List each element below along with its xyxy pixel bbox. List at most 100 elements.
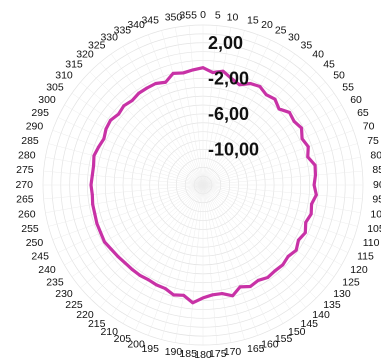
data-point <box>164 80 168 84</box>
angle-tick-label: 145 <box>301 318 319 330</box>
angle-tick-label: 15 <box>247 15 259 27</box>
angular-grid-line <box>202 184 218 345</box>
data-point <box>264 93 268 97</box>
angle-tick-label: 125 <box>342 276 360 288</box>
angular-grid-line <box>202 184 358 227</box>
data-point <box>163 287 167 290</box>
angular-grid-line <box>202 184 326 289</box>
data-point <box>273 269 277 273</box>
data-point <box>122 104 126 108</box>
angular-grid-line <box>71 184 204 277</box>
angular-grid-line <box>43 184 204 200</box>
angle-tick-label: 225 <box>65 299 83 311</box>
angle-tick-label: 300 <box>38 94 56 106</box>
angular-grid-line <box>43 170 204 186</box>
data-point <box>306 145 310 149</box>
angular-grid-line <box>202 130 354 186</box>
angle-tick-label: 175 <box>209 348 227 360</box>
angular-grid-line <box>202 156 361 186</box>
data-point <box>304 220 308 224</box>
angle-tick-label: 350 <box>165 11 183 23</box>
radial-tick-labels: 2,00 -2,00 -6,00 -10,00 <box>208 33 259 160</box>
angular-grid-line <box>174 27 204 186</box>
angle-tick-label: 270 <box>15 179 33 191</box>
data-point <box>90 193 94 197</box>
data-point <box>91 203 95 206</box>
angle-tick-label: 325 <box>88 40 106 52</box>
data-point <box>154 82 158 85</box>
data-point <box>238 285 242 289</box>
angular-grid-line <box>202 30 245 186</box>
angular-grid-line <box>48 143 204 186</box>
angular-grid <box>43 25 363 345</box>
data-point <box>294 248 298 252</box>
angular-grid-line <box>202 46 284 186</box>
data-point <box>89 183 93 187</box>
angular-grid-line <box>122 184 204 324</box>
angular-grid-line <box>122 46 204 186</box>
data-point <box>90 173 94 177</box>
data-point <box>201 296 205 300</box>
angular-grid-line <box>202 184 349 253</box>
angular-grid-line <box>202 34 258 186</box>
angle-tick-label: 205 <box>114 333 132 345</box>
angular-grid-line <box>111 53 204 186</box>
angular-grid-line <box>111 184 204 317</box>
angle-tick-label: 105 <box>367 223 381 235</box>
angular-grid-line <box>202 184 307 308</box>
data-point <box>191 68 195 72</box>
data-point <box>95 222 99 226</box>
angle-tick-label: 210 <box>100 326 118 338</box>
angular-grid-line <box>57 184 204 253</box>
data-point <box>273 97 277 101</box>
data-point <box>314 173 317 177</box>
angle-tick-label: 290 <box>26 121 44 133</box>
angular-grid-line <box>52 130 204 186</box>
angle-tick-label: 195 <box>141 343 159 355</box>
angular-grid-line <box>202 184 363 200</box>
angle-tick-label: 70 <box>363 121 375 133</box>
angle-tick-label: 10 <box>227 11 239 23</box>
angular-grid-line <box>99 62 204 186</box>
angular-grid-line <box>188 184 204 345</box>
angle-tick-label: 330 <box>100 32 118 44</box>
angle-tick-label: 160 <box>261 339 279 351</box>
data-point <box>313 163 317 167</box>
data-point <box>171 71 175 75</box>
angular-grid-line <box>80 81 204 186</box>
data-point <box>137 91 141 95</box>
data-point <box>303 231 307 235</box>
data-point <box>145 86 149 90</box>
series-layer <box>89 66 318 305</box>
angular-grid-line <box>202 117 349 186</box>
data-point <box>116 255 120 258</box>
data-point <box>92 164 95 168</box>
angle-tick-label: 190 <box>165 346 183 358</box>
angle-tick-label: 355 <box>179 9 197 21</box>
data-point <box>266 276 270 279</box>
angular-grid-line <box>57 117 204 186</box>
angle-tick-label: 250 <box>26 237 44 249</box>
angular-grid-line <box>89 71 204 186</box>
angle-tick-label: 140 <box>312 309 330 321</box>
data-point <box>138 273 142 277</box>
angle-tick-label: 165 <box>247 343 265 355</box>
data-point <box>277 107 281 111</box>
angular-grid-line <box>202 39 271 186</box>
angle-tick-label: 260 <box>18 208 36 220</box>
data-point <box>211 293 215 297</box>
data-point <box>220 292 224 295</box>
angle-tick-label: 315 <box>65 59 83 71</box>
angular-grid-line <box>202 53 295 186</box>
angular-grid-line <box>148 184 204 336</box>
angular-grid-line <box>202 27 232 186</box>
angle-tick-label: 320 <box>76 49 94 61</box>
angle-tick-label: 45 <box>323 59 335 71</box>
angle-tick-label: 155 <box>275 333 293 345</box>
angle-tick-label: 90 <box>373 179 381 191</box>
data-point <box>300 126 303 130</box>
angular-grid-line <box>202 184 361 214</box>
angle-tick-label: 50 <box>333 70 345 82</box>
